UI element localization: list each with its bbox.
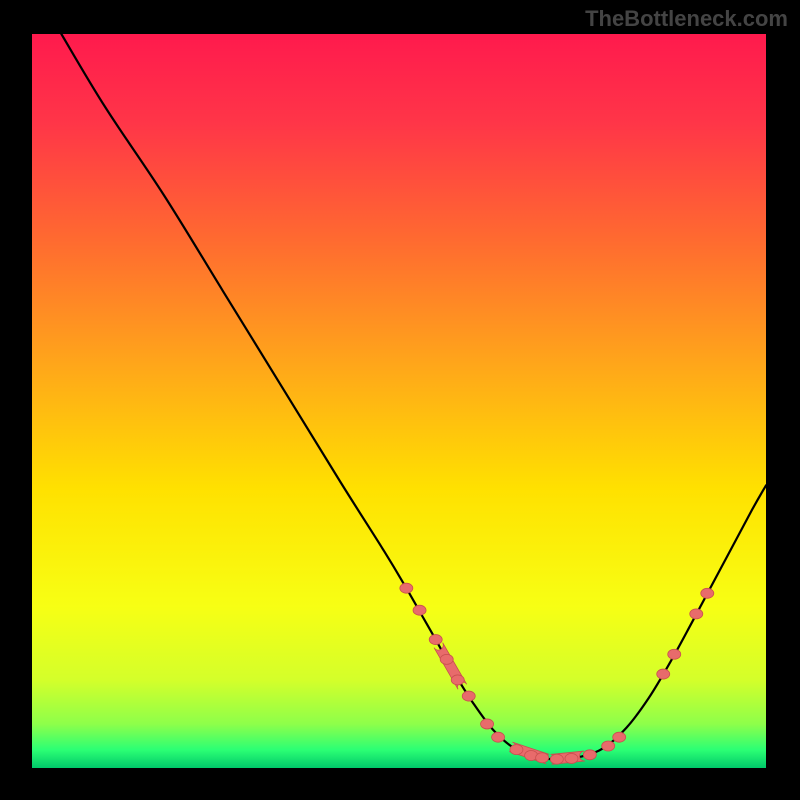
watermark-text: TheBottleneck.com [585, 6, 788, 32]
plot-area [32, 34, 766, 768]
marker-dot [602, 741, 615, 751]
marker-dot [690, 609, 703, 619]
chart-svg [32, 34, 766, 768]
marker-dot [510, 745, 523, 755]
marker-dot [429, 635, 442, 645]
marker-dot [440, 654, 453, 664]
marker-dot [481, 719, 494, 729]
marker-dot [492, 732, 505, 742]
marker-dot [668, 649, 681, 659]
marker-dot [583, 750, 596, 760]
marker-dot [536, 753, 549, 763]
marker-dot [451, 675, 464, 685]
marker-dot [400, 583, 413, 593]
marker-dot [413, 605, 426, 615]
marker-dot [462, 691, 475, 701]
marker-dot [613, 732, 626, 742]
marker-group [400, 583, 714, 764]
marker-dot [550, 754, 563, 764]
marker-dot [701, 588, 714, 598]
marker-dot [657, 669, 670, 679]
marker-dot [565, 753, 578, 763]
bottleneck-curve [61, 34, 766, 759]
